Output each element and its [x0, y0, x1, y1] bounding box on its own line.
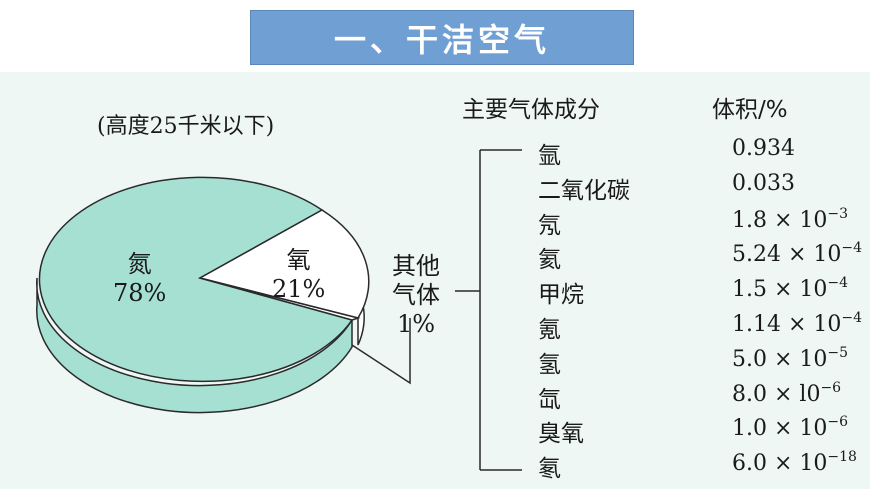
pie-side-nitrogen: [36, 277, 353, 414]
gas-volume: 1.8 × 10−3: [732, 206, 848, 233]
gas-name: 氡: [538, 456, 561, 482]
gas-volume-mantissa: 1.8 × 10: [732, 208, 828, 233]
gas-volume: 5.24 × 10−4: [732, 240, 862, 267]
gas-name: 氙: [538, 387, 561, 413]
gas-volume-mantissa: 8.0 × l0: [732, 382, 821, 407]
gas-name: 氩: [538, 143, 561, 169]
page-title: 一、干洁空气: [333, 20, 550, 59]
column-header-volume: 体积/%: [712, 97, 788, 123]
label-oxygen-name: 氧: [286, 246, 311, 274]
gas-name: 氖: [538, 213, 561, 239]
title-banner: 一、干洁空气: [250, 10, 634, 65]
gas-volume-exponent: −5: [827, 345, 849, 361]
gas-name: 氪: [538, 317, 561, 343]
label-other-percent: 1%: [396, 310, 436, 338]
gas-volume-exponent: −4: [841, 310, 863, 326]
gas-name: 二氧化碳: [538, 178, 630, 204]
gas-volume: 5.0 × 10−5: [732, 345, 848, 372]
gas-volume: 0.934: [732, 136, 795, 161]
label-oxygen-percent: 21%: [272, 275, 326, 303]
label-oxygen: 氧 21%: [272, 246, 325, 304]
gas-volume-mantissa: 5.0 × 10: [732, 347, 828, 372]
other-leader-line: [351, 318, 411, 385]
gas-name: 甲烷: [538, 282, 584, 308]
gas-volume-exponent: −6: [820, 380, 842, 396]
label-nitrogen: 氮 78%: [113, 250, 166, 308]
gas-volume-exponent: −4: [827, 275, 849, 291]
label-other: 其他 气体 1%: [392, 252, 440, 339]
label-other-line2: 气体: [392, 281, 440, 309]
gas-volume: 1.0 × 10−6: [732, 414, 848, 441]
gas-volume: 6.0 × 10−18: [732, 449, 857, 476]
gas-volume: 1.14 × 10−4: [732, 310, 862, 337]
label-nitrogen-name: 氮: [127, 250, 152, 278]
gas-name: 氢: [538, 352, 561, 378]
gas-volume-exponent: −18: [827, 449, 857, 465]
gas-name: 臭氧: [538, 421, 584, 447]
label-other-line1: 其他: [392, 252, 440, 280]
pie-slice-other: [199, 277, 361, 321]
gas-volume: 0.033: [732, 171, 795, 196]
gas-volume-mantissa: 6.0 × 10: [732, 451, 828, 476]
altitude-note: (高度25千米以下): [97, 114, 275, 139]
gas-volume-mantissa: 1.5 × 10: [732, 277, 828, 302]
gas-volume-mantissa: 5.24 × 10: [732, 242, 842, 267]
gas-volume-exponent: −4: [841, 240, 863, 256]
label-nitrogen-percent: 78%: [113, 279, 167, 307]
column-header-component: 主要气体成分: [462, 97, 600, 123]
gas-volume-exponent: −6: [827, 414, 849, 430]
gas-volume: 1.5 × 10−4: [732, 275, 848, 302]
gas-volume-exponent: −3: [827, 206, 849, 222]
gas-volume-mantissa: 0.934: [732, 136, 795, 161]
gas-volume-mantissa: 1.14 × 10: [732, 312, 842, 337]
gas-volume-mantissa: 0.033: [732, 171, 795, 196]
pie-slice-nitrogen: [38, 176, 354, 383]
gas-name: 氦: [538, 247, 561, 273]
pie-slice-oxygen: [197, 209, 370, 319]
gas-volume-mantissa: 1.0 × 10: [732, 416, 828, 441]
gas-volume: 8.0 × l0−6: [732, 380, 841, 407]
